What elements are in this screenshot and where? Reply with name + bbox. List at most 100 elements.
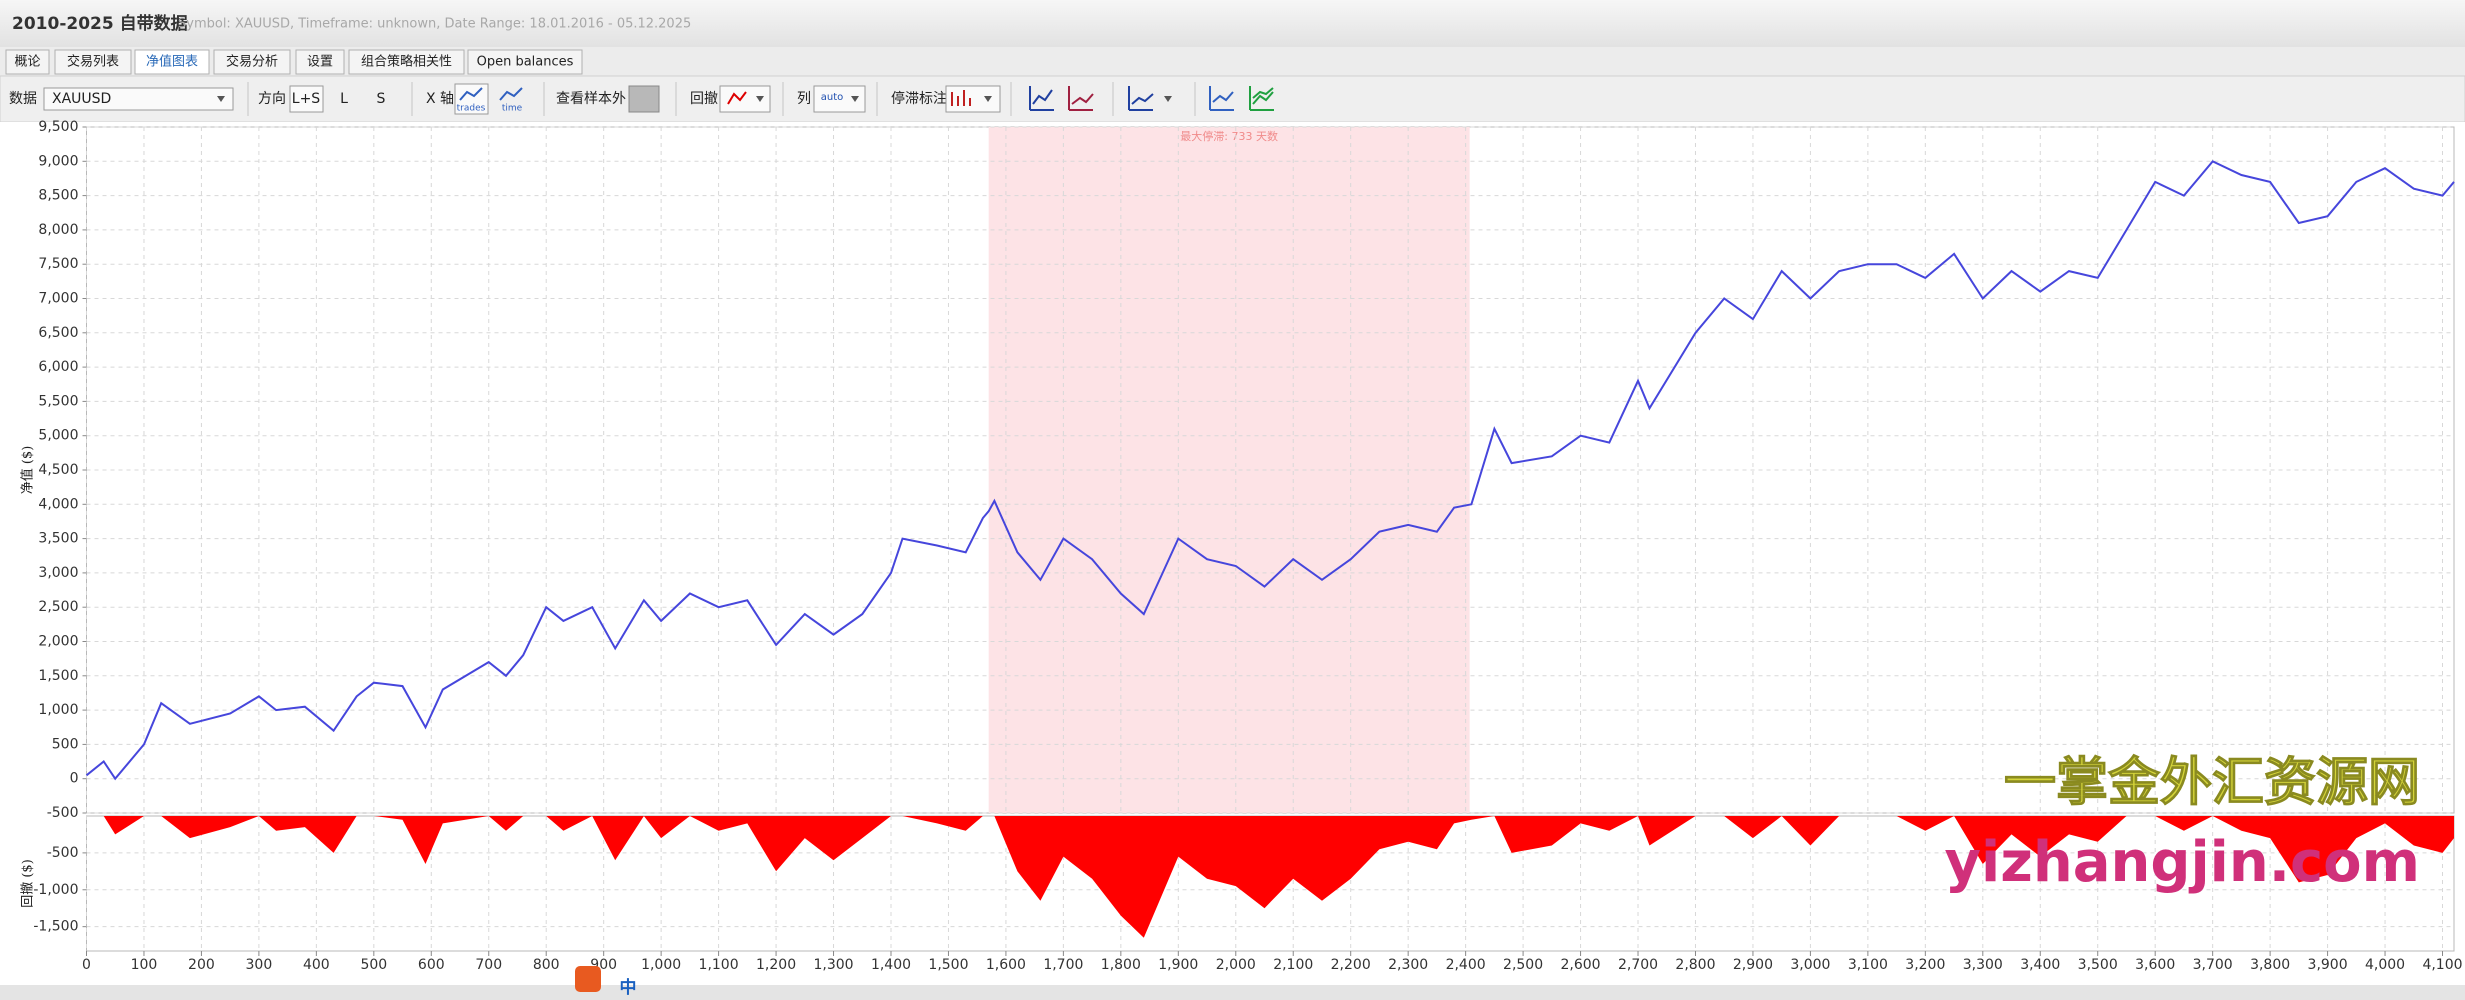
y-tick-label: 500	[52, 736, 79, 752]
x-tick-label: 3,000	[1790, 957, 1830, 973]
x-tick-label: 3,500	[2078, 957, 2118, 973]
ime-icon[interactable]	[575, 966, 601, 992]
y-tick-label: 1,500	[38, 668, 78, 684]
button-label[interactable]: S	[377, 91, 386, 107]
y-tick-label: 8,500	[38, 188, 78, 204]
y-tick-label: -500	[47, 845, 79, 861]
drawdown-area	[86, 816, 2454, 938]
tab-label[interactable]: 交易分析	[226, 54, 278, 70]
toolbar	[0, 75, 2465, 123]
button-label[interactable]: time	[502, 104, 523, 114]
dropdown-button[interactable]	[945, 85, 1001, 113]
label: X 轴	[426, 91, 454, 107]
icon-button[interactable]	[1068, 86, 1094, 111]
tab-label[interactable]: 概论	[14, 55, 40, 70]
ime-mode[interactable]: 中	[620, 977, 637, 998]
x-tick-label: 3,800	[2250, 957, 2290, 973]
x-tick-label: 3,200	[1905, 957, 1945, 973]
tab-label[interactable]: 净值图表	[146, 54, 198, 70]
x-tick-label: 4,000	[2365, 957, 2405, 973]
button-label[interactable]: auto	[821, 92, 844, 103]
icon-button[interactable]	[1128, 86, 1154, 111]
icon-button[interactable]	[1249, 86, 1274, 111]
label: 查看样本外	[556, 91, 626, 107]
tab-label[interactable]: 组合策略相关性	[361, 54, 452, 70]
tab[interactable]	[134, 49, 210, 75]
x-tick-label: 200	[188, 957, 215, 973]
x-tick-label: 2,200	[1331, 957, 1371, 973]
tab-label[interactable]: 设置	[307, 55, 333, 70]
label: 数据	[9, 91, 37, 107]
y-tick-label: -1,500	[33, 919, 78, 935]
label: 列	[797, 91, 811, 107]
icon	[727, 91, 747, 105]
x-tick-label: 2,800	[1675, 957, 1715, 973]
y-tick-label: 7,000	[38, 291, 78, 307]
stagnation-label: 最大停滞: 733 天数	[1180, 129, 1278, 143]
window-title: 2010-2025 自带数据	[12, 13, 188, 34]
y-tick-label: 3,000	[38, 565, 78, 581]
x-tick-label: 100	[131, 957, 158, 973]
x-tick-label: 1,000	[641, 957, 681, 973]
y-tick-label: 0	[70, 771, 79, 787]
x-tick-label: 1,900	[1158, 957, 1198, 973]
watermark: yizhangjin.com	[1945, 830, 2420, 895]
y-tick-label: 5,500	[38, 393, 78, 409]
y-tick-label: 1,000	[38, 702, 78, 718]
toggle-button[interactable]	[289, 85, 324, 113]
icon-button[interactable]	[1029, 86, 1054, 111]
x-tick-label: 2,700	[1618, 957, 1658, 973]
icon-button[interactable]	[1209, 86, 1234, 111]
dropdown-value: XAUUSD	[52, 91, 111, 107]
x-tick-label: 1,700	[1043, 957, 1083, 973]
tab[interactable]	[5, 49, 50, 75]
y-tick-label: 9,500	[38, 119, 78, 135]
equity-line	[85, 160, 2455, 781]
label: 方向	[258, 91, 286, 107]
x-tick-label: 1,300	[813, 957, 853, 973]
button-label[interactable]: L	[340, 91, 348, 107]
tab[interactable]	[54, 49, 132, 75]
x-tick-label: 3,600	[2135, 957, 2175, 973]
x-tick-label: 2,900	[1733, 957, 1773, 973]
tab[interactable]	[295, 49, 345, 75]
y-tick-label: 2,500	[38, 599, 78, 615]
dropdown-button[interactable]	[719, 85, 771, 113]
x-tick-label: 1,800	[1101, 957, 1141, 973]
icon	[499, 87, 523, 101]
x-tick-label: 1,500	[928, 957, 968, 973]
dropdown-arrow	[851, 96, 859, 102]
x-tick-label: 3,400	[2020, 957, 2060, 973]
x-tick-label: 4,100	[2422, 957, 2462, 973]
dropdown-arrow	[217, 96, 225, 102]
y-tick-label: 4,500	[38, 462, 78, 478]
y-axis-label: 净值 ($)	[20, 446, 36, 495]
x-tick-label: 2,400	[1446, 957, 1486, 973]
tab-label[interactable]: 交易列表	[67, 54, 119, 70]
charts: 最大停滞: 733 天数 -500 0 500 1,000 1,500 2,000 2,500…	[20, 119, 2463, 973]
dropdown[interactable]	[43, 87, 234, 111]
x-tick-label: 3,900	[2308, 957, 2348, 973]
x-tick-label: 800	[533, 957, 560, 973]
icon	[951, 90, 971, 106]
x-tick-label: 600	[418, 957, 445, 973]
button-label[interactable]: L+S	[292, 91, 321, 107]
y-tick-label: -500	[47, 805, 79, 821]
tab-label[interactable]: Open balances	[477, 55, 574, 70]
y-tick-label: 9,000	[38, 153, 78, 169]
toggle-button[interactable]	[628, 85, 660, 113]
tab[interactable]	[467, 49, 583, 75]
icon	[459, 87, 483, 101]
dropdown-arrow	[756, 96, 764, 102]
y-tick-label: 4,000	[38, 496, 78, 512]
y-tick-label: -1,000	[33, 882, 78, 898]
button-label[interactable]: trades	[457, 104, 486, 114]
y-axis-label: 回撤 ($)	[20, 859, 36, 908]
window-subtitle: Symbol: XAUUSD, Timeframe: unknown, Date…	[178, 17, 691, 32]
x-tick-label: 1,600	[986, 957, 1026, 973]
dropdown-arrow	[984, 96, 992, 102]
x-tick-label: 1,400	[871, 957, 911, 973]
tab[interactable]	[348, 49, 465, 75]
y-tick-label: 8,000	[38, 222, 78, 238]
tab[interactable]	[213, 49, 291, 75]
